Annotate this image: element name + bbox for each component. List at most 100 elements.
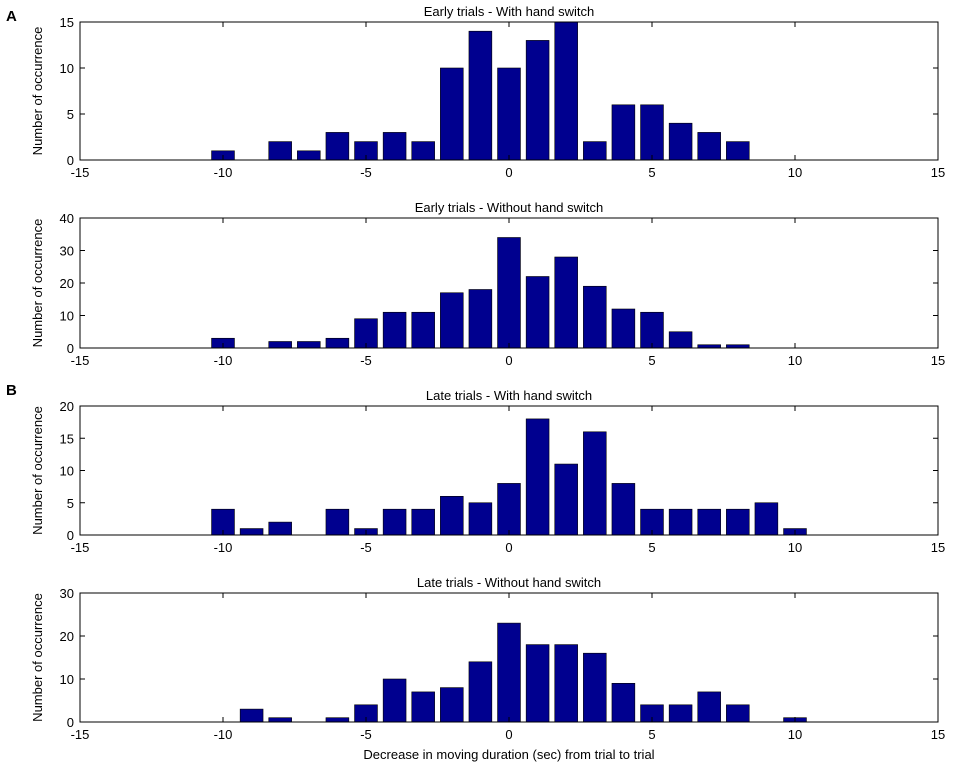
chart-title: Late trials - With hand switch [426, 388, 592, 403]
histogram-bar [668, 122, 693, 161]
histogram-bar [554, 21, 578, 161]
histogram-bar [382, 311, 407, 349]
x-tick-label: 5 [648, 165, 655, 180]
histogram-bar [268, 341, 292, 349]
x-tick-label: -15 [71, 165, 90, 180]
chart-panels: Early trials - With hand switch -15 -10 -5 0… [30, 4, 945, 762]
y-tick-label: 0 [67, 153, 74, 168]
histogram-bar [440, 67, 464, 161]
histogram-bar [697, 691, 721, 723]
x-tick-label: -15 [71, 353, 90, 368]
histogram-bar [268, 521, 292, 536]
y-tick-label: 15 [60, 15, 74, 30]
x-tick-label: -10 [214, 353, 233, 368]
histogram-bar [583, 141, 607, 161]
x-tick-label: -5 [360, 540, 372, 555]
histogram-bar [697, 132, 721, 161]
x-tick-label: 10 [788, 165, 802, 180]
histogram-bar [525, 418, 550, 536]
y-axis-label: Number of occurrence [30, 219, 45, 348]
histogram-bar [382, 132, 407, 161]
histogram-bar [297, 341, 321, 349]
x-tick-label: -10 [214, 540, 233, 555]
histogram-bar [382, 508, 407, 536]
x-tick-label: 0 [505, 727, 512, 742]
y-axis-label: Number of occurrence [30, 27, 45, 156]
histogram-bar [497, 622, 521, 723]
histogram-bar [668, 508, 693, 536]
y-tick-label: 30 [60, 586, 74, 601]
histogram-bar [297, 150, 321, 161]
histogram-bar [239, 708, 264, 723]
histogram-bar [525, 276, 550, 349]
histogram-bar [668, 331, 693, 349]
histogram-bar [726, 704, 750, 723]
y-axis-label: Number of occurrence [30, 593, 45, 722]
x-tick-label: 15 [931, 165, 945, 180]
histogram-bar [325, 717, 350, 723]
chart-title: Late trials - Without hand switch [417, 575, 601, 590]
histogram-bar [611, 104, 636, 161]
histogram-bar [697, 508, 721, 536]
x-tick-label: 15 [931, 540, 945, 555]
histogram-bar [525, 40, 550, 161]
histogram-bar [382, 678, 407, 723]
x-axis-label: Decrease in moving duration (sec) from t… [363, 747, 654, 762]
histogram-bar [468, 289, 493, 349]
histogram-bar [468, 502, 493, 536]
histogram-bar [411, 311, 435, 349]
panel-letter-a: A [6, 8, 17, 25]
histogram-panel-1: Early trials - With hand switch -15 -10 -5 0… [30, 4, 945, 180]
histogram-bar [554, 463, 578, 536]
histogram-bar [325, 132, 350, 161]
histogram-bar [583, 285, 607, 349]
histogram-bar [525, 644, 550, 723]
histogram-bar [640, 104, 664, 161]
panel-letter-b: B [6, 382, 17, 399]
x-tick-label: 0 [505, 165, 512, 180]
y-tick-label: 5 [67, 107, 74, 122]
histogram-bar [468, 30, 493, 161]
y-tick-label: 30 [60, 244, 74, 259]
y-tick-label: 0 [67, 528, 74, 543]
y-tick-label: 5 [67, 496, 74, 511]
x-tick-label: -5 [360, 727, 372, 742]
y-tick-label: 0 [67, 341, 74, 356]
histogram-bar [611, 308, 636, 349]
y-tick-label: 20 [60, 276, 74, 291]
x-tick-label: 10 [788, 540, 802, 555]
histogram-panel-2: Early trials - Without hand switch -15 -10… [30, 200, 945, 368]
histogram-bar [668, 704, 693, 723]
histogram-bar [726, 141, 750, 161]
chart-title: Early trials - Without hand switch [415, 200, 604, 215]
histogram-bar [440, 495, 464, 536]
histogram-bar [640, 311, 664, 349]
histogram-bar [611, 483, 636, 536]
y-axis-label: Number of occurrence [30, 406, 45, 535]
histogram-bar [468, 661, 493, 723]
x-tick-label: 5 [648, 353, 655, 368]
y-tick-label: 20 [60, 629, 74, 644]
x-tick-label: -5 [360, 165, 372, 180]
histogram-bar [325, 337, 350, 349]
histogram-bar [268, 141, 292, 161]
x-tick-label: 0 [505, 353, 512, 368]
histogram-bar [411, 508, 435, 536]
histogram-bar [411, 141, 435, 161]
y-tick-label: 15 [60, 431, 74, 446]
x-tick-label: 5 [648, 540, 655, 555]
histogram-bar [497, 67, 521, 161]
histogram-bar [411, 691, 435, 723]
chart-title: Early trials - With hand switch [424, 4, 595, 19]
y-tick-label: 10 [60, 464, 74, 479]
histogram-bar [268, 717, 292, 723]
y-tick-label: 0 [67, 715, 74, 730]
histogram-bar [325, 508, 350, 536]
histogram-bar [239, 528, 264, 536]
y-tick-label: 10 [60, 61, 74, 76]
x-tick-label: 15 [931, 727, 945, 742]
histogram-panel-4: Late trials - Without hand switch -15 -10 -… [30, 575, 945, 762]
histogram-bar [726, 508, 750, 536]
histogram-bar [754, 502, 779, 536]
x-tick-label: 10 [788, 353, 802, 368]
